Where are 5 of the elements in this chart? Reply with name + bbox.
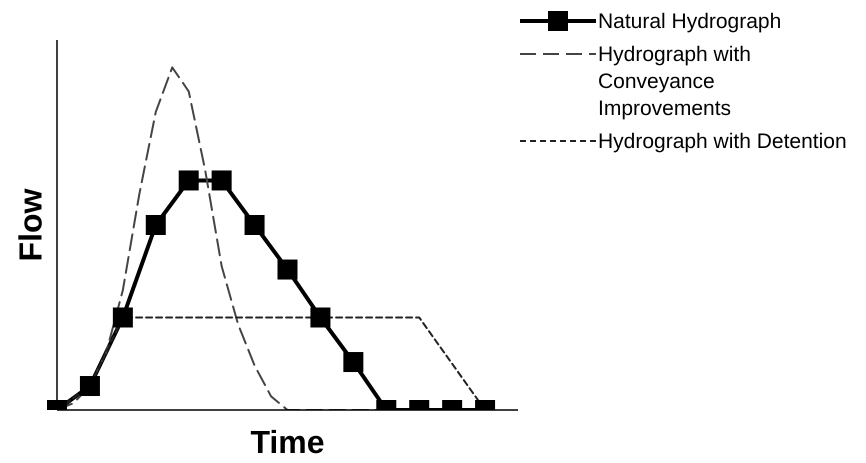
x-axis-title: Time (250, 424, 325, 460)
legend-label: Hydrograph with Conveyance Improvements (598, 42, 752, 122)
legend-label: Hydrograph with Detention (598, 129, 847, 155)
y-axis-title: Flow (12, 188, 48, 262)
legend-label: Natural Hydrograph (598, 9, 782, 35)
